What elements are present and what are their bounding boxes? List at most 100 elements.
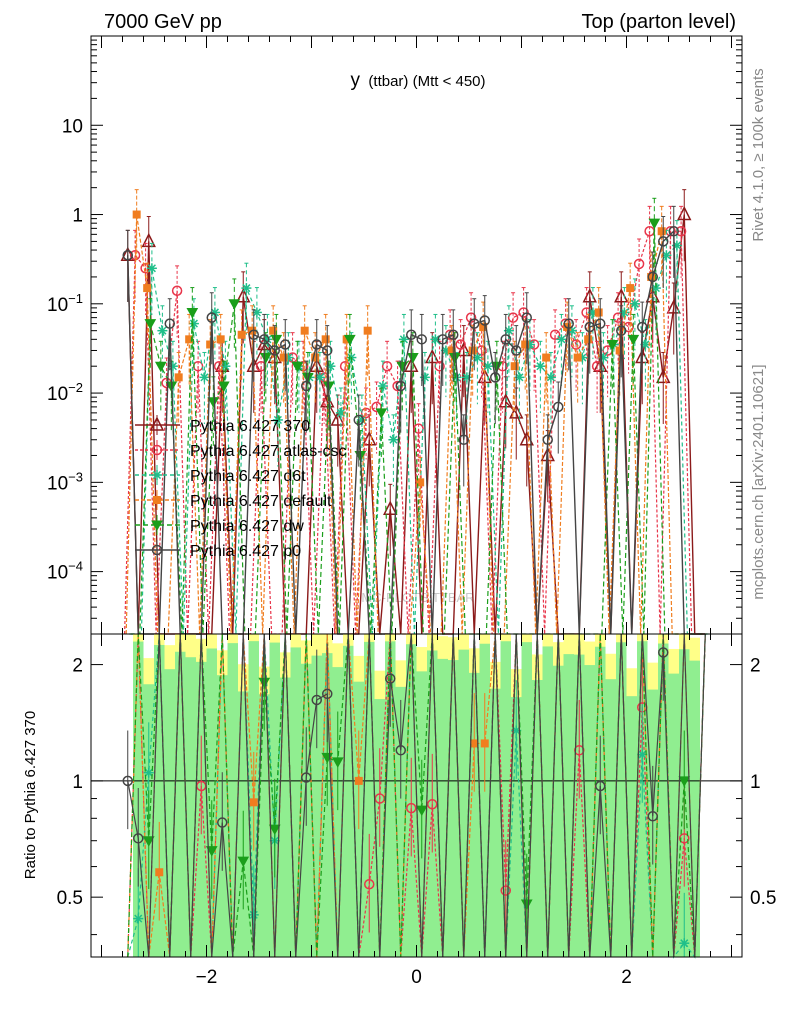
main-frame [90,35,743,635]
data-point [657,227,666,236]
data-point [626,284,635,293]
data-point [563,318,574,329]
legend-marker [151,544,163,556]
ratio-band-green [616,642,627,957]
data-point [206,312,217,323]
main-title-var: y [350,70,360,91]
x-tick-label: 2 [621,967,632,988]
ratio-point [470,739,479,748]
ratio-y-tick-label: 2 [72,656,83,677]
data-point [122,249,133,261]
data-point-stroke [273,415,282,425]
data-point [143,284,152,293]
data-point [300,326,309,335]
ratio-point [574,745,585,756]
ratio-band-green [500,641,511,957]
data-point [311,353,320,362]
data-point [259,334,270,345]
ratio-band-green [280,677,291,957]
ratio-point [500,885,511,896]
ratio-point [647,810,658,822]
data-point [500,334,511,345]
data-point [154,361,167,373]
ratio-point [301,772,312,783]
data-point [146,263,157,274]
series-pythia-6-427-default [125,189,704,635]
ratio-y-tick-label: 0.5 [57,888,83,909]
data-point [490,372,501,383]
ratio-point [133,833,144,844]
data-point [514,372,525,383]
legend-entry: Pythia 6.427 dw [135,515,304,535]
ratio-band-green [626,696,637,957]
ratio-series-pythia-6-427-dw [127,633,706,958]
data-point [171,285,183,297]
data-point [157,325,168,336]
data-point [207,397,220,408]
data-point [468,346,477,355]
data-point [507,312,519,323]
ratio-point [205,846,218,857]
data-point [549,329,561,341]
data-point [241,283,252,294]
data-point [185,335,194,344]
data-point [521,312,532,323]
data-point [616,325,627,336]
data-point-stroke [662,251,671,260]
ratio-point [595,780,606,792]
data-point-stroke [473,353,482,362]
legend-label: Pythia 6.427 atlas-csc [190,443,347,460]
data-point [363,326,372,335]
data-point [465,312,477,323]
data-point-stroke [515,373,524,382]
y-tick-label: 10−4 [47,559,83,584]
ratio-point [354,776,363,785]
data-point [584,335,593,344]
data-point [542,353,551,362]
ratio-point-stroke [249,910,258,919]
ratio-point [364,879,375,890]
data-point [629,298,640,309]
data-point [270,334,283,346]
ratio-panel: 2 2 1 1 0.5 0.5 −2 0 2 [57,633,776,988]
legend-entry: Pythia 6.427 p0 [135,540,301,560]
data-point-stroke [147,264,156,273]
data-point-stroke [221,362,230,371]
data-point-stroke [630,299,639,308]
data-point [518,307,529,318]
ratio-band-green [542,646,553,957]
data-point [228,299,241,310]
ratio-point [311,694,322,706]
data-point [217,381,230,393]
data-point [144,319,157,330]
data-point-stroke [315,373,324,382]
x-tick-label: 0 [411,967,422,988]
data-point [174,373,183,382]
data-point [398,334,409,345]
data-point [668,225,679,237]
ratio-band-green [574,654,585,957]
data-point [545,372,556,383]
y-tick-label: 10−2 [47,380,83,405]
data-point [301,380,312,392]
data-point [381,360,393,372]
main-panel: 10 1 10−1 10−2 10−3 10−4 [47,35,743,635]
legend-marker [151,520,163,532]
data-point [511,345,522,356]
legend-label: Pythia 6.427 dw [190,518,304,535]
data-point [479,322,488,331]
data-point-stroke [200,373,209,382]
y-tick-label: 1 [72,206,83,227]
data-point [237,330,246,339]
legend-entry: Pythia 6.427 370 [135,415,310,435]
legend-label: Pythia 6.427 p0 [190,543,301,560]
data-point [519,431,534,446]
ratio-line [127,633,706,958]
data-point [573,353,582,362]
data-point [279,353,288,362]
y-tick-label: 10−1 [47,291,83,316]
data-point-stroke [504,326,513,335]
ratio-band-green [332,667,343,957]
data-point [388,434,399,445]
